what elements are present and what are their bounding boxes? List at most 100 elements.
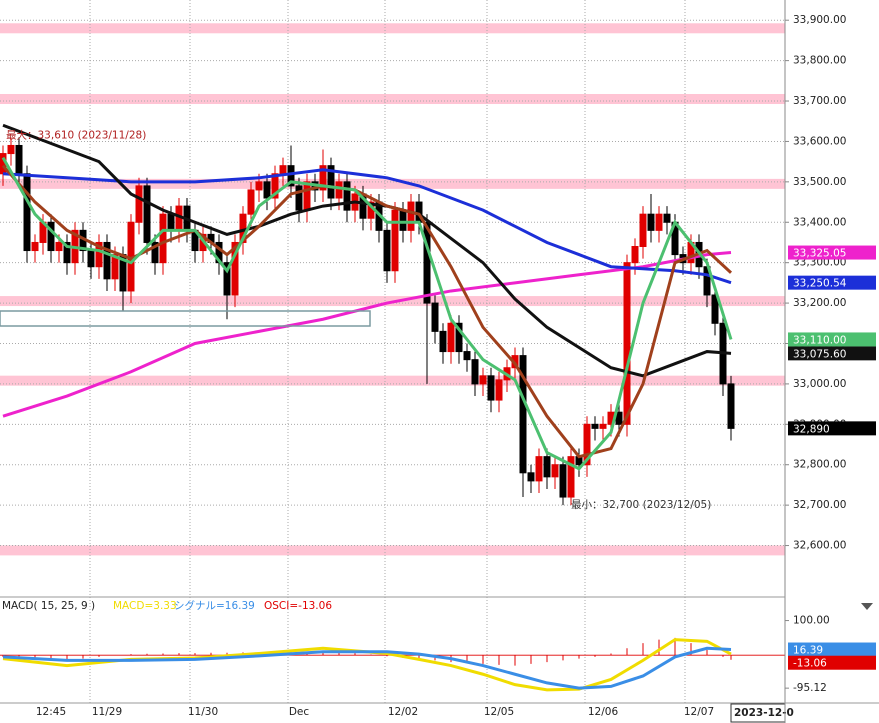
ma-value-label-box <box>788 332 876 347</box>
indicator-line <box>2 168 732 285</box>
candle-body <box>391 209 399 272</box>
ma-value-label-box <box>788 245 876 260</box>
candle-body <box>255 181 263 191</box>
y-tick-label: 32,600.00 <box>793 540 846 552</box>
last-price-label-box <box>788 421 876 436</box>
osci-value: OSCI=-13.06 <box>264 600 332 612</box>
y-tick-label: 33,800.00 <box>793 55 846 67</box>
level-band <box>0 23 785 34</box>
candle-body <box>455 322 463 353</box>
candle-body <box>567 456 575 498</box>
candle-body <box>439 330 447 353</box>
candle-body <box>487 375 495 401</box>
candle-body <box>631 246 639 264</box>
candle-body <box>7 144 15 155</box>
candle-body <box>295 185 303 211</box>
max-annotation: 最大：33,610 (2023/11/28) <box>6 128 146 141</box>
indicator-line <box>2 251 732 418</box>
panel-menu-button[interactable] <box>861 603 873 610</box>
y-tick-label: 33,400.00 <box>793 216 846 228</box>
candle-body <box>727 383 735 429</box>
candle-body <box>327 165 335 199</box>
candle-body <box>319 165 327 191</box>
level-band <box>0 545 785 556</box>
candle-body <box>231 241 239 296</box>
range-box <box>0 310 371 327</box>
candle-body <box>111 254 119 280</box>
candle-body <box>303 181 311 211</box>
y-tick-label: 33,200.00 <box>793 297 846 309</box>
candle-body <box>271 173 279 199</box>
candle-body <box>55 241 63 252</box>
y-tick-label: 32,800.00 <box>793 459 846 471</box>
candle-body <box>559 464 567 498</box>
candle-body <box>551 464 559 478</box>
candle-body <box>167 213 175 231</box>
candle-body <box>431 302 439 332</box>
last-price-label: 32,890 <box>793 423 830 435</box>
candle-body <box>623 262 631 425</box>
y-tick-label: 100.00 <box>793 615 830 627</box>
macd-value: MACD=3.33 <box>113 600 177 612</box>
osci-value-label: -13.06 <box>793 658 827 670</box>
candle-body <box>63 241 71 264</box>
candle-body <box>639 213 647 248</box>
candle-body <box>463 351 471 361</box>
candle-body <box>151 241 159 264</box>
signal-value-label: 16.39 <box>793 645 823 657</box>
macd-title: MACD( 15, 25, 9 ) <box>2 600 95 612</box>
candle-body <box>447 322 455 353</box>
candle-body <box>495 379 503 401</box>
candle-body <box>31 241 39 252</box>
y-tick-label: 33,300.00 <box>793 257 846 269</box>
x-tick-label: 12/05 <box>484 706 514 718</box>
ma-value-label: 33,325.05 <box>793 248 846 260</box>
ma-value-label-box <box>788 346 876 361</box>
level-band <box>0 375 785 386</box>
candle-body <box>655 213 663 231</box>
candle-body <box>471 359 479 385</box>
candle-body <box>95 241 103 268</box>
candle-body <box>599 423 607 429</box>
x-tick-label: 12/07 <box>684 706 714 718</box>
candle-body <box>479 375 487 385</box>
candle-body <box>135 185 143 223</box>
candle-body <box>591 423 599 429</box>
candle-body <box>535 456 543 482</box>
y-tick-label: -95.12 <box>793 682 827 694</box>
x-tick-label: Dec <box>289 706 310 718</box>
indicator-line <box>2 646 732 690</box>
candle-body <box>399 209 407 231</box>
y-tick-label: 33,000.00 <box>793 378 846 390</box>
candle-body <box>711 294 719 324</box>
min-annotation: 最小：32,700 (2023/12/05) <box>571 499 711 511</box>
x-tick-label: 11/30 <box>188 706 218 718</box>
candle-body <box>335 181 343 199</box>
ma-value-label: 33,075.60 <box>793 348 846 360</box>
candle-body <box>343 181 351 211</box>
candle-body <box>103 241 111 280</box>
candle-body <box>287 165 295 187</box>
candle-body <box>407 201 415 231</box>
candle-body <box>519 355 527 474</box>
candle-body <box>663 213 671 223</box>
indicator-line <box>1 164 733 459</box>
cursor-label: 2023-12-0 <box>734 707 794 719</box>
x-tick-label: 12/02 <box>388 706 418 718</box>
signal-value: シグナル=16.39 <box>174 599 255 612</box>
candle-body <box>263 181 271 199</box>
x-tick-label: 12:45 <box>36 706 66 718</box>
x-tick-label: 12/06 <box>588 706 619 718</box>
candle-body <box>423 221 431 304</box>
y-tick-label: 33,900.00 <box>793 14 846 26</box>
candle-body <box>583 423 591 466</box>
candle-body <box>223 262 231 296</box>
signal-value-label-box <box>788 642 876 657</box>
candle-body <box>647 213 655 231</box>
level-band <box>0 178 785 189</box>
candle-body <box>159 213 167 264</box>
candle-body <box>15 144 23 175</box>
